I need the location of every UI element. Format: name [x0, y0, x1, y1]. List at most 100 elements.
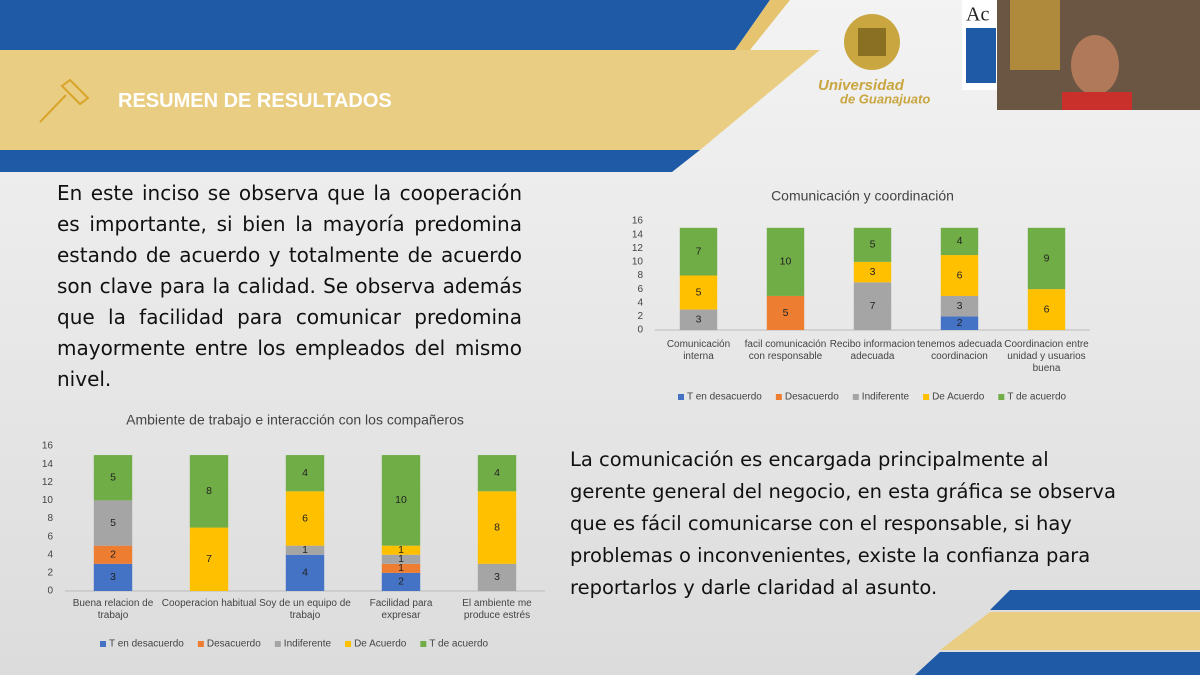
- y-tick-label: 12: [42, 477, 54, 488]
- bar-segment: [477, 455, 517, 492]
- data-label: 1: [398, 544, 404, 556]
- y-tick-label: 10: [632, 257, 644, 268]
- legend-label: De Acuerdo: [354, 639, 407, 650]
- data-label: 6: [302, 512, 308, 524]
- corner-band: [990, 590, 1200, 610]
- bar-segment: [93, 500, 133, 546]
- data-label: 2: [957, 317, 963, 329]
- legend-swatch: [420, 641, 427, 647]
- bar-segment: [940, 227, 979, 256]
- y-tick-label: 14: [42, 459, 54, 470]
- y-tick-label: 8: [637, 270, 643, 281]
- data-label: 6: [1044, 303, 1050, 315]
- bar-segment: [381, 554, 421, 564]
- data-label: 5: [110, 472, 116, 484]
- data-label: 4: [494, 467, 500, 479]
- y-tick-label: 16: [632, 216, 644, 227]
- logo2-text: Ac: [966, 4, 989, 26]
- data-label: 5: [870, 239, 876, 251]
- data-label: 7: [696, 245, 702, 257]
- legend-swatch: [678, 394, 684, 400]
- data-label: 3: [957, 300, 963, 312]
- legend-label: Desacuerdo: [785, 392, 839, 403]
- bar-segment: [477, 563, 517, 591]
- webcam-shirt: [1062, 92, 1132, 110]
- chart-title: Ambiente de trabajo e interacción con lo…: [126, 412, 464, 428]
- y-tick-label: 2: [637, 311, 643, 322]
- legend-label: Indiferente: [284, 639, 332, 650]
- data-label: 3: [870, 266, 876, 278]
- bar-segment: [679, 227, 718, 276]
- legend-swatch: [923, 394, 930, 400]
- x-tick-label: Comunicación interna: [666, 339, 731, 362]
- data-label: 9: [1044, 252, 1050, 264]
- data-label: 1: [398, 553, 404, 565]
- legend-swatch: [775, 394, 782, 400]
- x-tick-label: Recibo informacion adecuada: [829, 339, 916, 362]
- band-accent: [735, 0, 790, 50]
- bar-segment: [766, 227, 805, 296]
- y-tick-label: 6: [47, 531, 53, 542]
- data-label: 2: [110, 549, 116, 561]
- data-label: 2: [398, 576, 404, 588]
- legend-swatch: [345, 641, 352, 647]
- data-label: 1: [302, 544, 308, 556]
- bar-segment: [285, 545, 325, 555]
- bar-segment: [940, 316, 979, 330]
- x-tick-label: tenemos adecuada coordinacion: [916, 339, 1003, 362]
- y-tick-label: 16: [42, 441, 54, 452]
- bar-segment: [381, 455, 421, 546]
- y-tick-label: 0: [637, 325, 643, 336]
- x-tick-label: Soy de un equipo de trabajo: [259, 598, 351, 621]
- legend-swatch: [100, 641, 106, 647]
- lower-band: [0, 150, 700, 172]
- data-label: 10: [780, 256, 792, 268]
- logo2: [966, 28, 996, 83]
- data-label: 7: [206, 553, 212, 565]
- y-tick-label: 14: [632, 229, 644, 240]
- corner-band: [915, 652, 1200, 675]
- slide-title: RESUMEN DE RESULTADOS: [118, 90, 392, 112]
- data-label: 5: [783, 307, 789, 319]
- y-tick-label: 10: [42, 495, 54, 506]
- legend-label: T en desacuerdo: [687, 392, 762, 403]
- y-tick-label: 4: [47, 549, 53, 560]
- logo-text: Universidad: [818, 77, 905, 94]
- legend-label: T de acuerdo: [1007, 392, 1066, 403]
- data-label: 4: [302, 567, 308, 579]
- bar-segment: [285, 491, 325, 546]
- bar-segment: [940, 255, 979, 296]
- paragraph: En este inciso se observa que la coopera…: [57, 181, 522, 391]
- bar-segment: [679, 275, 718, 310]
- legend-swatch: [197, 641, 204, 647]
- top-band: [0, 0, 770, 50]
- y-tick-label: 8: [47, 513, 53, 524]
- bar-segment: [93, 563, 133, 591]
- data-label: 5: [110, 517, 116, 529]
- bar-segment: [853, 227, 892, 262]
- webcam-face: [1071, 35, 1119, 95]
- data-label: 3: [494, 571, 500, 583]
- chart-title: Comunicación y coordinación: [771, 188, 954, 204]
- data-label: 8: [206, 485, 212, 497]
- corner-band: [940, 612, 1200, 650]
- bar-segment: [853, 261, 892, 283]
- bar-segment: [381, 572, 421, 591]
- bar-segment: [853, 282, 892, 330]
- data-label: 7: [870, 300, 876, 312]
- data-label: 3: [696, 314, 702, 326]
- bar-segment: [381, 545, 421, 555]
- x-tick-label: Buena relacion de trabajo: [72, 598, 154, 621]
- data-label: 4: [302, 467, 308, 479]
- pin-icon: [39, 78, 90, 123]
- bar-segment: [285, 455, 325, 492]
- bar-segment: [93, 545, 133, 564]
- data-label: 4: [957, 235, 963, 247]
- bar-segment: [1027, 289, 1066, 330]
- bar-segment: [189, 455, 229, 528]
- bar-segment: [1027, 227, 1066, 290]
- bar-segment: [189, 527, 229, 591]
